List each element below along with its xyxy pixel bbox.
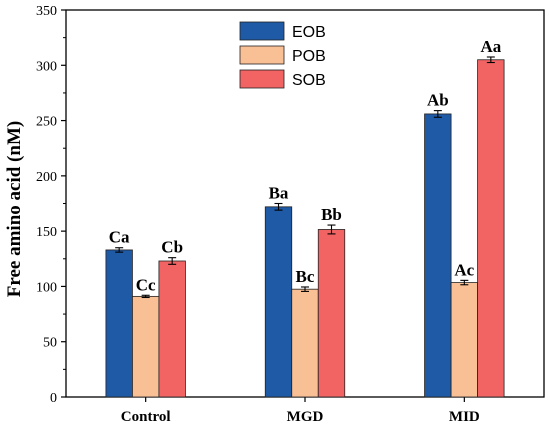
bar-significance-label: Bc: [296, 267, 315, 286]
bar-pob-mgd: [291, 288, 319, 398]
x-tick-label: MGD: [287, 409, 324, 425]
bar-significance-label: Ab: [427, 91, 449, 110]
bar-eob-mgd: [264, 206, 293, 398]
bar-sob-mgd: [317, 229, 346, 398]
bars-group: Ca Cc Cb Ba Bc Bb Ab Ac Aa: [105, 37, 505, 398]
legend: EOB POB SOB: [239, 21, 326, 89]
bar-significance-label: Cc: [136, 275, 156, 294]
y-tick-label: 100: [36, 280, 57, 295]
y-tick-label: 0: [50, 391, 57, 406]
bar-significance-label: Ac: [454, 260, 474, 279]
bar-significance-label: Cb: [161, 238, 183, 257]
legend-label-pob: POB: [292, 48, 326, 65]
bar-sob-control: [158, 260, 186, 398]
bar-significance-label: Ca: [109, 228, 130, 247]
y-tick-label: 250: [36, 115, 57, 130]
bar-eob-control: [105, 249, 133, 398]
legend-swatch-pob: [239, 45, 285, 65]
bar-pob-control: [132, 295, 160, 398]
legend-swatch-eob: [239, 21, 285, 41]
legend-label-sob: SOB: [292, 72, 326, 89]
x-tick-label: MID: [449, 409, 480, 425]
y-tick-label: 350: [36, 4, 57, 19]
legend-label-eob: EOB: [292, 24, 326, 41]
bar-significance-label: Bb: [321, 205, 342, 224]
bar-significance-label: Aa: [480, 37, 501, 56]
bar-significance-label: Ba: [269, 184, 289, 203]
y-tick-label: 300: [36, 59, 57, 74]
bar-sob-mid: [477, 59, 505, 398]
legend-swatch-sob: [239, 69, 285, 89]
bar-eob-mid: [424, 113, 452, 398]
y-tick-label: 50: [43, 336, 57, 351]
bar-pob-mid: [450, 282, 478, 398]
y-tick-label: 150: [36, 225, 57, 240]
y-axis-title: Free amino acid (nM): [4, 121, 25, 297]
y-tick-label: 200: [36, 170, 57, 185]
x-tick-label: Control: [121, 409, 171, 425]
